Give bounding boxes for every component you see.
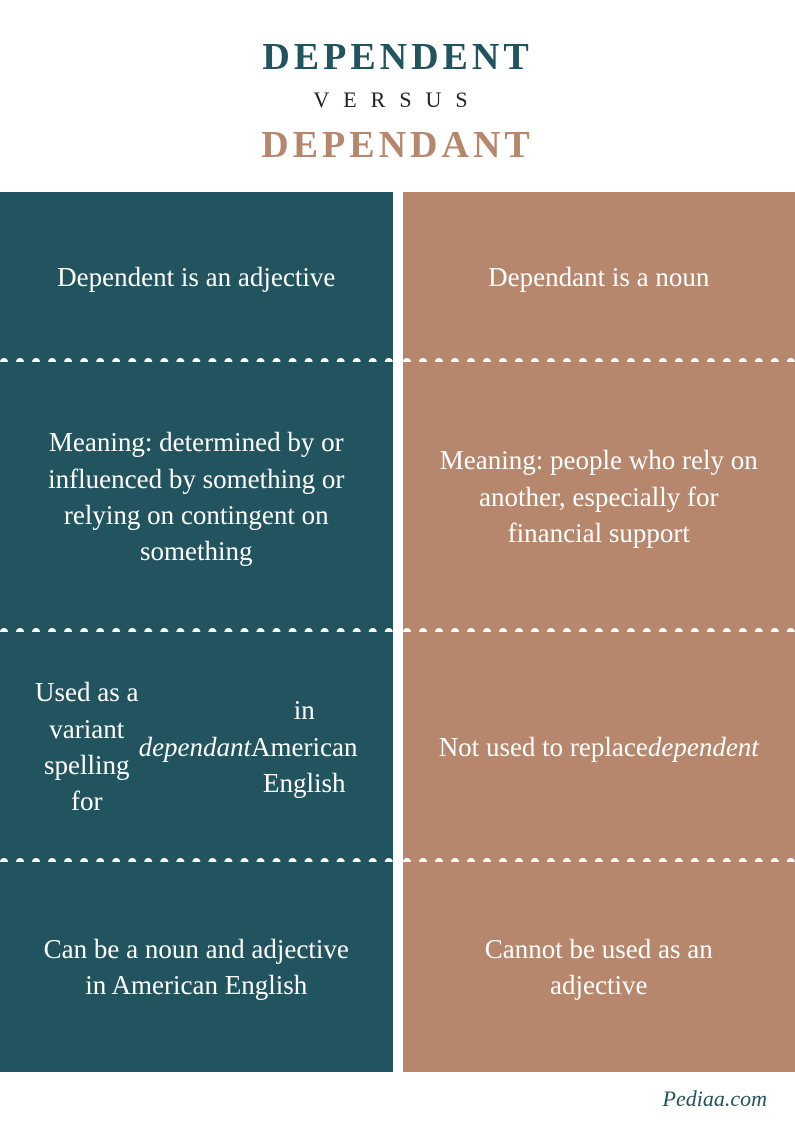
cell-left-1: Meaning: determined by or influenced by … (0, 362, 393, 632)
cell-right-2: Not used to replace dependent (403, 632, 795, 862)
cell-right-1: Meaning: people who rely on another, esp… (403, 362, 795, 632)
cell-left-0: Dependent is an adjective (0, 192, 393, 362)
column-right: Dependant is a nounMeaning: people who r… (403, 192, 795, 1072)
cell-left-3: Can be a noun and adjective in American … (0, 862, 393, 1072)
column-left: Dependent is an adjectiveMeaning: determ… (0, 192, 393, 1072)
footer-credit: Pediaa.com (0, 1072, 795, 1112)
cell-right-0: Dependant is a noun (403, 192, 795, 362)
title-word-2: DEPENDANT (0, 123, 795, 167)
comparison-columns: Dependent is an adjectiveMeaning: determ… (0, 192, 795, 1072)
cell-left-2: Used as a variant spelling for dependant… (0, 632, 393, 862)
title-word-1: DEPENDENT (0, 35, 795, 79)
title-versus: VERSUS (0, 87, 795, 113)
cell-right-3: Cannot be used as an adjective (403, 862, 795, 1072)
header: DEPENDENT VERSUS DEPENDANT (0, 0, 795, 192)
